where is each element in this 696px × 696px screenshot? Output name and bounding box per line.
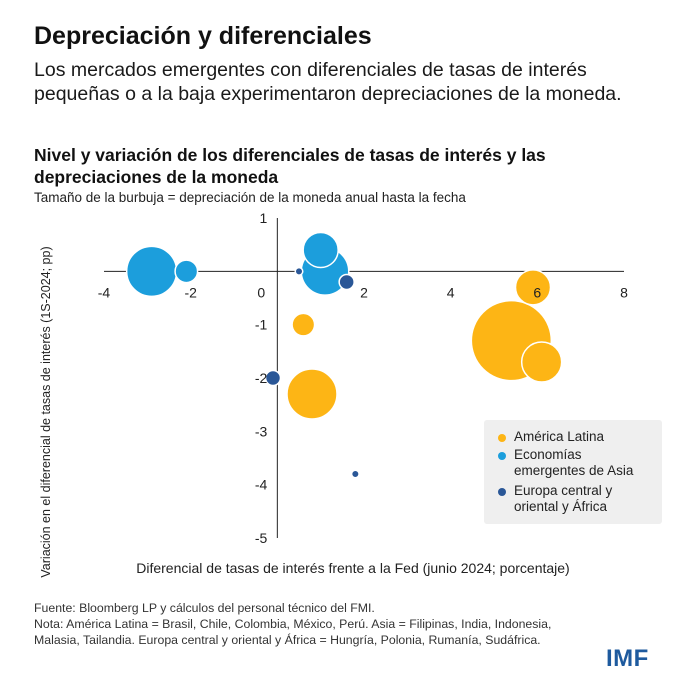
y-tick-label: -5 bbox=[255, 530, 268, 546]
y-tick-label: -2 bbox=[255, 370, 268, 386]
bubble-point bbox=[174, 259, 199, 284]
bubble-point bbox=[514, 269, 552, 306]
bubble-point bbox=[520, 341, 563, 383]
source-text: Fuente: Bloomberg LP y cálculos del pers… bbox=[34, 601, 375, 615]
y-tick-label: -3 bbox=[255, 423, 268, 439]
x-tick-label: 8 bbox=[620, 284, 628, 300]
y-tick-label: -4 bbox=[255, 477, 268, 493]
y-tick-label: -1 bbox=[255, 317, 268, 333]
x-tick-label: 2 bbox=[360, 284, 368, 300]
chart-legend: América Latina Economías emergentes de A… bbox=[484, 420, 662, 524]
legend-item-asia: Economías emergentes de Asia bbox=[498, 447, 654, 479]
x-tick-label: -4 bbox=[98, 284, 111, 300]
page-title: Depreciación y diferenciales bbox=[34, 22, 372, 50]
note-text: Nota: América Latina = Brasil, Chile, Co… bbox=[34, 617, 552, 647]
bubble-point bbox=[302, 231, 339, 269]
legend-label: América Latina bbox=[514, 429, 605, 444]
bubble-point bbox=[350, 469, 360, 479]
bubble-size-note: Tamaño de la burbuja = depreciación de l… bbox=[34, 190, 466, 205]
imf-logo: IMF bbox=[606, 645, 649, 672]
legend-swatch-asia bbox=[498, 452, 506, 460]
y-axis-title: Variación en el diferencial de tasas de … bbox=[39, 246, 53, 577]
bubble-point bbox=[264, 369, 282, 387]
bubble-point bbox=[286, 368, 338, 420]
bubble-point bbox=[291, 312, 316, 337]
x-tick-label: 6 bbox=[533, 284, 541, 300]
bubble-point bbox=[125, 245, 178, 298]
legend-item-latin-america: América Latina bbox=[498, 429, 664, 445]
bubble-point bbox=[294, 266, 304, 276]
legend-swatch-europe-africa bbox=[498, 488, 506, 496]
x-tick-label: -2 bbox=[184, 284, 197, 300]
x-tick-label: 4 bbox=[447, 284, 455, 300]
chart-title: Nivel y variación de los diferenciales d… bbox=[34, 145, 546, 187]
legend-label: Economías emergentes de Asia bbox=[514, 447, 634, 478]
bubble-point bbox=[338, 273, 355, 291]
page-subtitle: Los mercados emergentes con diferenciale… bbox=[34, 59, 622, 105]
x-tick-label: 0 bbox=[257, 284, 265, 300]
x-axis-title: Diferencial de tasas de interés frente a… bbox=[136, 560, 569, 576]
source-notes: Fuente: Bloomberg LP y cálculos del pers… bbox=[34, 600, 594, 648]
legend-item-europe-africa: Europa central y oriental y África bbox=[498, 483, 629, 515]
y-tick-label: 1 bbox=[260, 210, 268, 226]
legend-label: Europa central y oriental y África bbox=[514, 483, 613, 514]
legend-swatch-latin-america bbox=[498, 434, 506, 442]
